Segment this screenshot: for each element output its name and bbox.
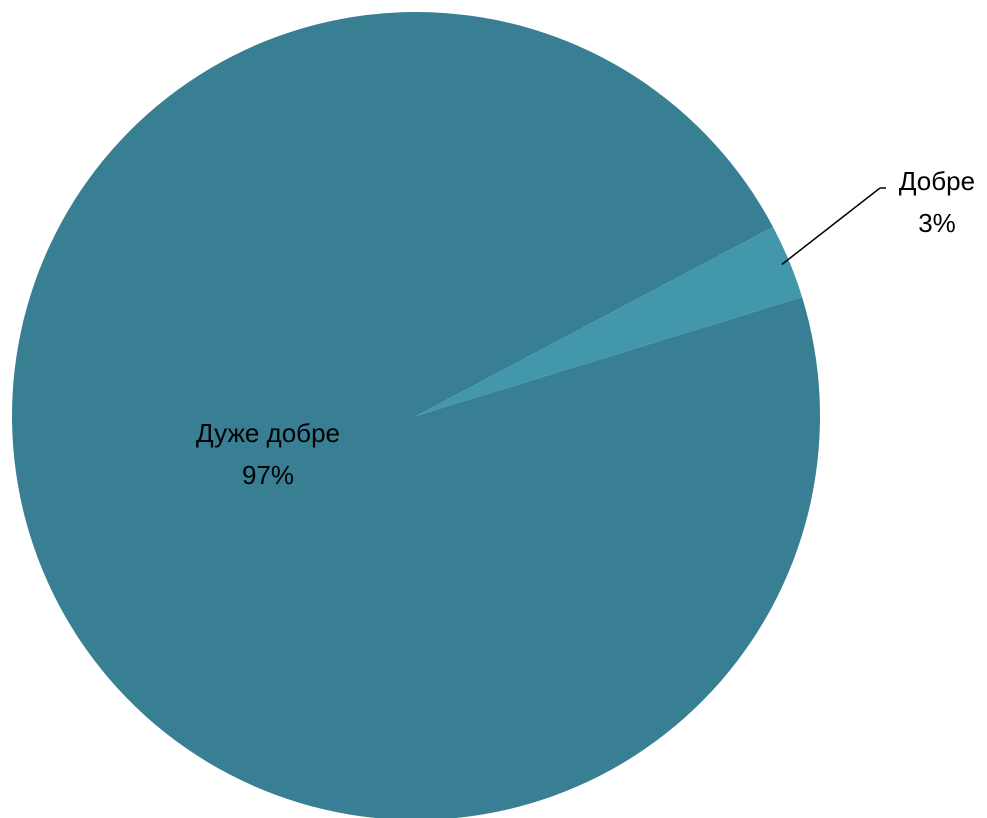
leader-line-dobre — [781, 187, 881, 266]
pie-slice-dobre — [416, 226, 803, 416]
slice-label-duzhe-dobre: Дуже добре — [196, 418, 340, 448]
slice-label-dobre: Добре — [899, 166, 975, 196]
slice-value-dobre: 3% — [918, 208, 956, 238]
slice-value-duzhe-dobre: 97% — [242, 460, 294, 490]
pie-slice-duzhe-dobre — [12, 12, 820, 818]
